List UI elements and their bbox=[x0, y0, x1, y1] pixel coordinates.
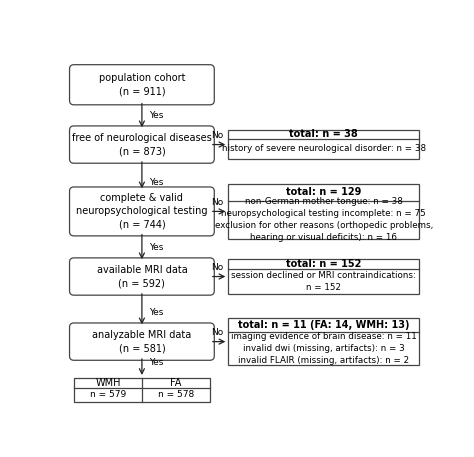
FancyBboxPatch shape bbox=[70, 126, 214, 163]
Text: No: No bbox=[211, 131, 223, 140]
Text: No: No bbox=[211, 197, 223, 207]
FancyBboxPatch shape bbox=[70, 65, 214, 105]
FancyBboxPatch shape bbox=[70, 258, 214, 295]
Text: Yes: Yes bbox=[149, 358, 164, 367]
Bar bbox=[228, 130, 419, 159]
Text: n = 579: n = 579 bbox=[90, 390, 126, 399]
Text: total: n = 11 (FA: 14, WMH: 13): total: n = 11 (FA: 14, WMH: 13) bbox=[238, 320, 410, 330]
FancyBboxPatch shape bbox=[70, 187, 214, 236]
Text: non-German mother tongue: n = 38
neuropsychological testing incomplete: n = 75
e: non-German mother tongue: n = 38 neurops… bbox=[215, 197, 433, 242]
Text: No: No bbox=[211, 328, 223, 337]
Text: imaging evidence of brain disease: n = 11
invalid dwi (missing, artifacts): n = : imaging evidence of brain disease: n = 1… bbox=[231, 332, 417, 365]
Text: Yes: Yes bbox=[149, 111, 164, 120]
Text: Yes: Yes bbox=[149, 308, 164, 317]
Text: complete & valid
neuropsychological testing
(n = 744): complete & valid neuropsychological test… bbox=[76, 193, 208, 229]
Text: free of neurological diseases
(n = 873): free of neurological diseases (n = 873) bbox=[72, 133, 212, 156]
Bar bbox=[228, 259, 419, 294]
Text: FA: FA bbox=[170, 378, 182, 388]
Text: available MRI data
(n = 592): available MRI data (n = 592) bbox=[97, 265, 187, 288]
Text: Yes: Yes bbox=[149, 243, 164, 252]
Text: population cohort
(n = 911): population cohort (n = 911) bbox=[99, 73, 185, 96]
Text: analyzable MRI data
(n = 581): analyzable MRI data (n = 581) bbox=[92, 330, 191, 353]
Text: Yes: Yes bbox=[149, 178, 164, 187]
Text: history of severe neurological disorder: n = 38: history of severe neurological disorder:… bbox=[222, 144, 426, 154]
Bar bbox=[228, 318, 419, 366]
Bar bbox=[74, 378, 210, 402]
Text: WMH: WMH bbox=[95, 378, 121, 388]
Text: total: n = 129: total: n = 129 bbox=[286, 187, 362, 197]
Text: session declined or MRI contraindications:
n = 152: session declined or MRI contraindication… bbox=[231, 271, 416, 292]
Bar bbox=[228, 184, 419, 239]
FancyBboxPatch shape bbox=[70, 323, 214, 360]
Text: total: n = 38: total: n = 38 bbox=[289, 129, 358, 139]
Text: n = 578: n = 578 bbox=[158, 390, 194, 399]
Text: No: No bbox=[211, 263, 223, 271]
Text: total: n = 152: total: n = 152 bbox=[286, 259, 362, 269]
